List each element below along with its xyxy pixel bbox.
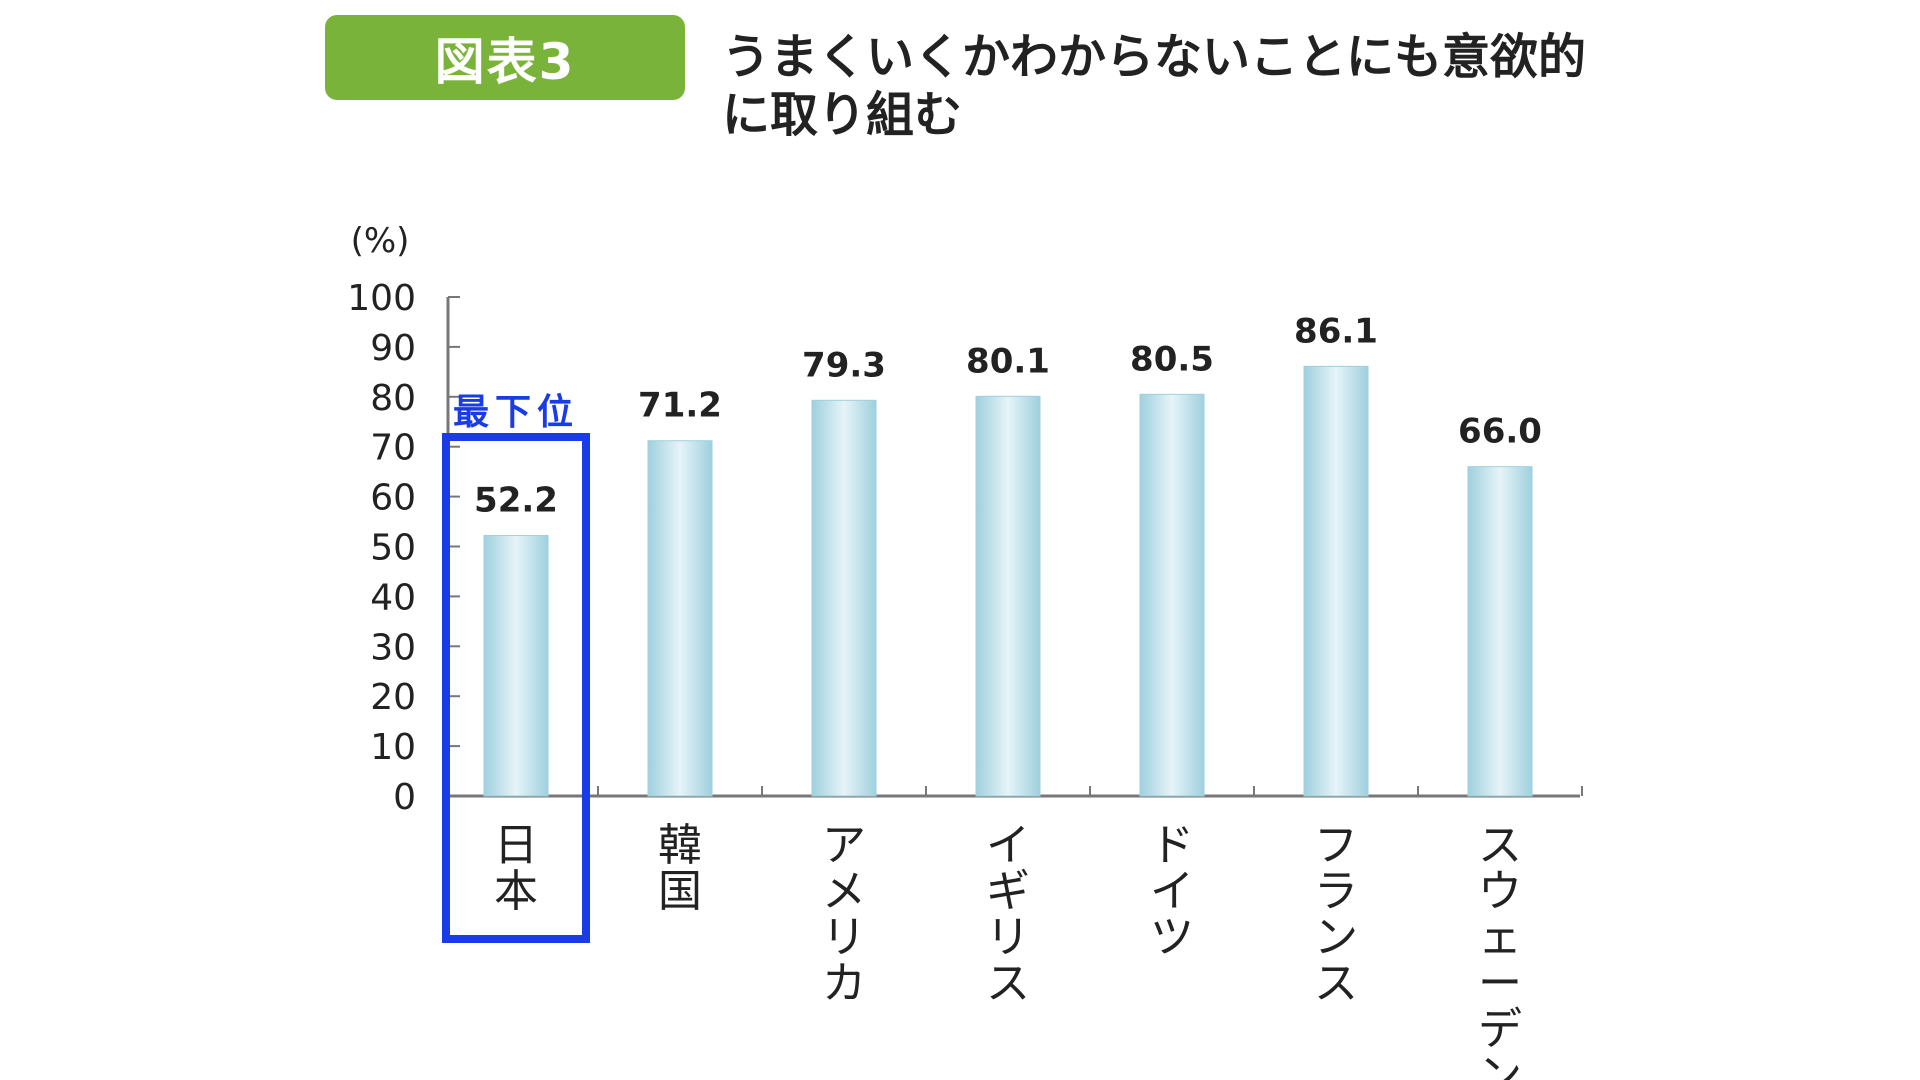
y-tick-label: 100	[347, 278, 416, 319]
category-label: スウェーデン	[1478, 820, 1522, 1080]
category-label: 日本	[494, 820, 538, 917]
bar	[975, 395, 1041, 797]
y-tick-label: 20	[370, 677, 416, 718]
bar	[1467, 466, 1533, 797]
highlight-box-group: 最下位	[442, 392, 590, 943]
y-tick-label: 0	[393, 777, 416, 818]
bar	[483, 535, 549, 797]
bar-value-label: 80.5	[1130, 339, 1214, 379]
y-axis-unit-label: (%)	[351, 221, 410, 261]
value-labels: 52.2 71.2 79.3 80.1 80.5 86.1 66.0	[474, 311, 1542, 520]
category-label: ドイツ	[1150, 820, 1194, 963]
bar-value-label: 79.3	[802, 345, 886, 385]
y-tick-label: 80	[370, 378, 416, 419]
y-tick-label: 90	[370, 328, 416, 369]
y-tick-label: 30	[370, 627, 416, 668]
category-label: フランス	[1314, 820, 1358, 1009]
y-tick-label: 40	[370, 577, 416, 618]
y-tick-label: 60	[370, 478, 416, 519]
bar-value-label: 71.2	[638, 386, 722, 426]
category-label: イギリス	[986, 820, 1030, 1009]
bar-value-label: 52.2	[474, 481, 558, 521]
bars	[483, 365, 1533, 797]
highlight-box	[442, 433, 590, 943]
bar-value-label: 66.0	[1458, 412, 1542, 452]
y-tick-label: 10	[370, 727, 416, 768]
y-tick-label: 50	[370, 528, 416, 569]
bar-value-label: 86.1	[1294, 311, 1378, 351]
bar	[647, 440, 713, 797]
category-label: 韓国	[658, 820, 702, 917]
category-labels: 日本 韓国 アメリカ イギリス ドイツ フランス スウェーデン	[494, 820, 1522, 1080]
y-tick-label: 70	[370, 428, 416, 469]
bar	[811, 399, 877, 797]
category-label: アメリカ	[822, 820, 866, 1009]
bar	[1139, 393, 1205, 797]
figure-badge: 図表3	[325, 15, 685, 100]
bar	[1303, 365, 1369, 797]
chart-title: うまくいくかわからないことにも意欲的に取り組む	[722, 29, 1587, 143]
highlight-label: 最下位	[453, 392, 579, 433]
bar-value-label: 80.1	[966, 341, 1050, 381]
y-axis-ticks: 0 10 20 30 40 50 60 70 80 90 100	[347, 278, 460, 818]
